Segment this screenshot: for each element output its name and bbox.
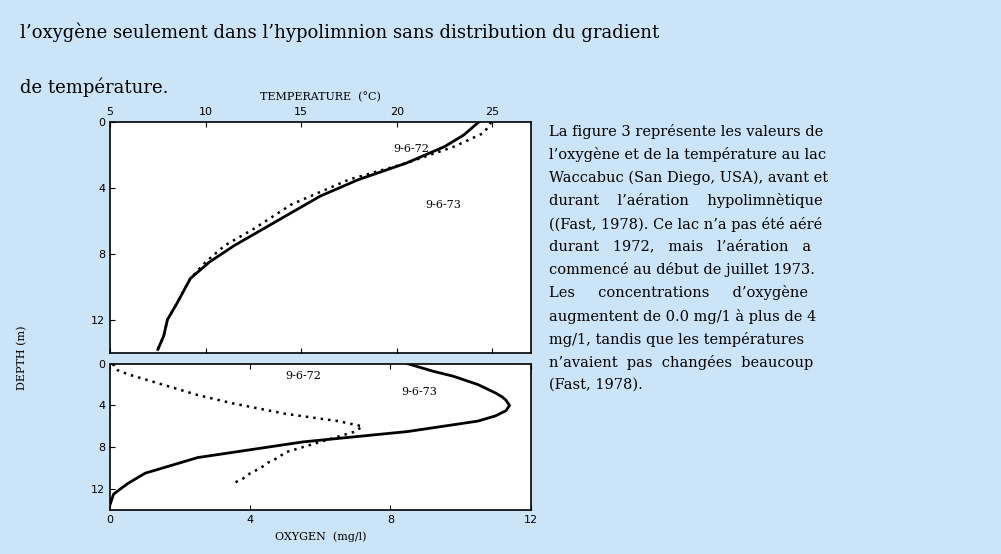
Text: La figure 3 représente les valeurs de
l’oxygène et de la température au lac
Wacc: La figure 3 représente les valeurs de l’… [550,124,829,392]
Text: 9-6-72: 9-6-72 [285,371,321,381]
Text: DEPTH (m): DEPTH (m) [17,326,27,391]
X-axis label: TEMPERATURE  (°C): TEMPERATURE (°C) [260,91,380,102]
X-axis label: OXYGEN  (mg/l): OXYGEN (mg/l) [274,531,366,542]
Text: 9-6-72: 9-6-72 [393,143,428,153]
Text: l’oxygène seulement dans l’hypolimnion sans distribution du gradient: l’oxygène seulement dans l’hypolimnion s… [20,22,660,42]
Text: 9-6-73: 9-6-73 [400,387,436,397]
Text: 9-6-73: 9-6-73 [425,199,461,209]
Text: de température.: de température. [20,78,168,97]
